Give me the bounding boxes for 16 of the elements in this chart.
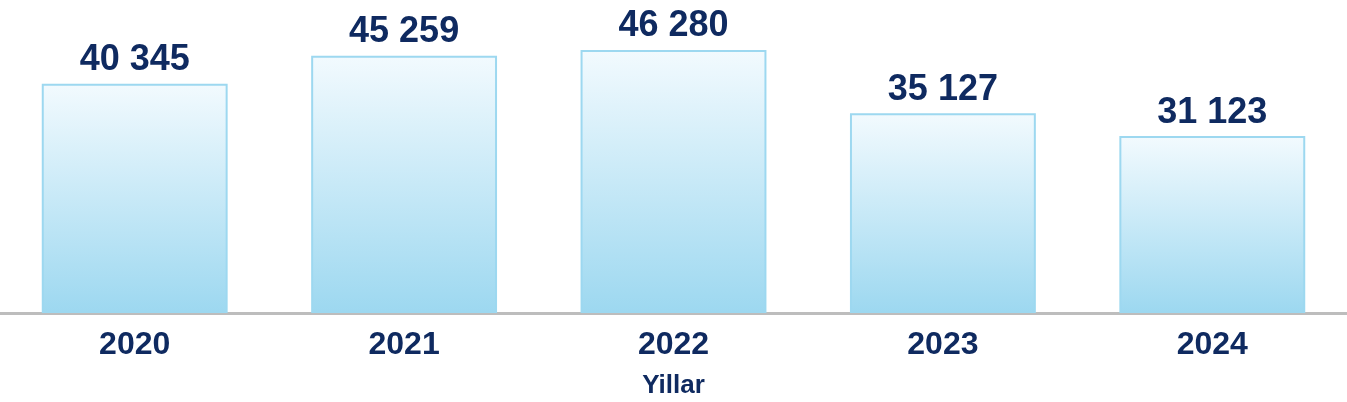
bar	[311, 55, 498, 313]
bar	[580, 49, 767, 313]
bar	[1119, 136, 1306, 313]
x-axis-title: Yillar	[642, 369, 705, 399]
x-tick-label: 2023	[907, 325, 979, 361]
x-tick-label: 2022	[637, 325, 710, 361]
data-label: 31 123	[1157, 89, 1268, 131]
x-tick-label: 2020	[99, 325, 171, 361]
data-label: 40 345	[79, 37, 190, 79]
data-label: 46 280	[618, 3, 729, 45]
data-label: 45 259	[349, 9, 460, 51]
data-label: 35 127	[887, 66, 998, 108]
x-tick-label: 2021	[368, 325, 440, 361]
x-tick-label: 2024	[1176, 325, 1249, 361]
bar	[849, 113, 1036, 313]
bar	[41, 83, 228, 313]
